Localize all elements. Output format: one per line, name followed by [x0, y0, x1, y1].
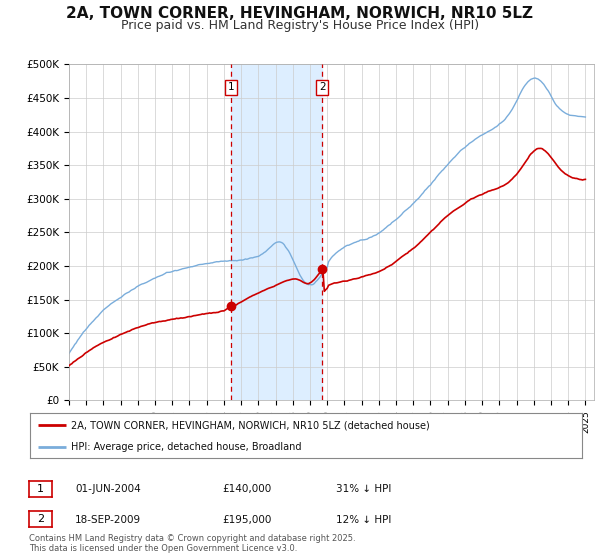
Text: 2: 2 [319, 82, 326, 92]
Text: 12% ↓ HPI: 12% ↓ HPI [336, 515, 391, 525]
Text: Price paid vs. HM Land Registry's House Price Index (HPI): Price paid vs. HM Land Registry's House … [121, 19, 479, 32]
Text: 1: 1 [228, 82, 235, 92]
Text: 2A, TOWN CORNER, HEVINGHAM, NORWICH, NR10 5LZ: 2A, TOWN CORNER, HEVINGHAM, NORWICH, NR1… [67, 6, 533, 21]
Text: 18-SEP-2009: 18-SEP-2009 [75, 515, 141, 525]
Text: £140,000: £140,000 [222, 484, 271, 494]
Text: 1: 1 [37, 484, 44, 494]
Text: Contains HM Land Registry data © Crown copyright and database right 2025.
This d: Contains HM Land Registry data © Crown c… [29, 534, 355, 553]
Bar [231, 64, 322, 400]
Text: 01-JUN-2004: 01-JUN-2004 [75, 484, 141, 494]
Text: £195,000: £195,000 [222, 515, 271, 525]
Text: 31% ↓ HPI: 31% ↓ HPI [336, 484, 391, 494]
Text: 2A, TOWN CORNER, HEVINGHAM, NORWICH, NR10 5LZ (detached house): 2A, TOWN CORNER, HEVINGHAM, NORWICH, NR1… [71, 421, 430, 431]
Text: 2: 2 [37, 514, 44, 524]
Text: HPI: Average price, detached house, Broadland: HPI: Average price, detached house, Broa… [71, 442, 302, 452]
